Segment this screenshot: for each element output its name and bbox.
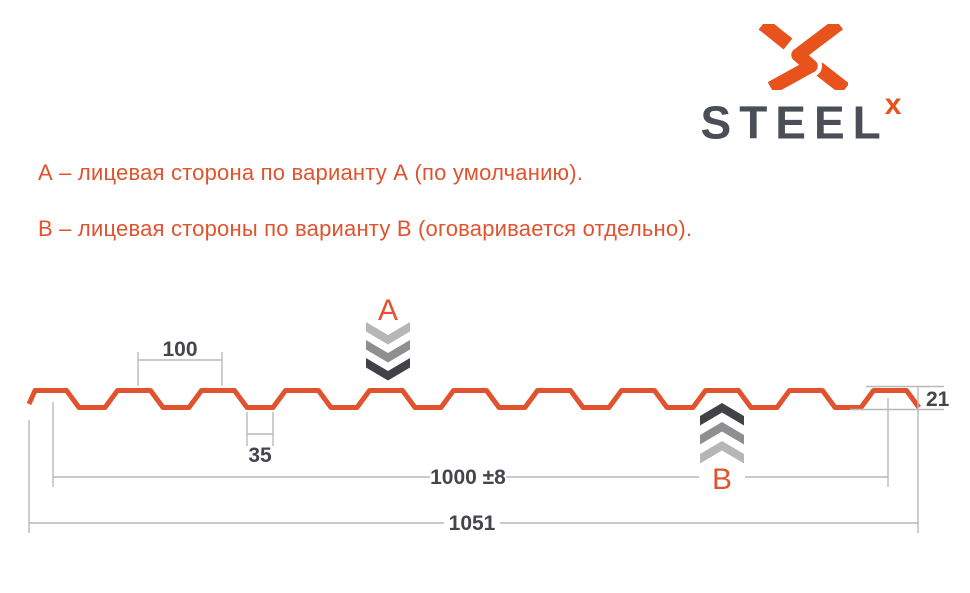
note-variant-b: В – лицевая стороны по варианту В (огова…	[38, 216, 693, 241]
dim-working-width-value: 1000 ±8	[430, 466, 506, 489]
note-variant-a: А – лицевая сторона по варианту А (по ум…	[38, 160, 584, 185]
profile-sheet-outline	[26, 388, 922, 410]
chevron-up-icon	[700, 441, 744, 464]
logo-mark-icon	[758, 24, 848, 90]
profile-drawing: 100 35 21 1000 ±8 1051 A	[26, 294, 950, 535]
marker-face-b: B	[700, 403, 744, 496]
chevron-down-icon	[366, 358, 410, 381]
chevron-down-icon	[366, 340, 410, 363]
brand-wordmark: STEELx	[698, 90, 908, 149]
brand-superscript-x: x	[884, 88, 902, 121]
dim-overall-width-value: 1051	[449, 512, 496, 535]
dim-rib-pitch-value: 100	[162, 338, 197, 361]
chevron-down-icon	[366, 322, 410, 345]
marker-a-label: A	[378, 294, 398, 327]
dim-height-value: 21	[926, 388, 950, 411]
logo-bottom-right-arm	[813, 62, 848, 90]
logo-top-left-arm	[758, 24, 793, 50]
chevron-up-icon	[700, 422, 744, 445]
logo: STEELx	[698, 24, 908, 145]
dim-rib-pitch: 100	[137, 338, 223, 386]
marker-face-a: A	[366, 294, 410, 381]
logo-s-stroke	[767, 24, 844, 90]
dim-working-width: 1000 ±8	[52, 398, 889, 489]
dim-rib-base-value: 35	[248, 444, 272, 467]
marker-b-label: B	[712, 463, 732, 496]
dim-profile-height: 21	[850, 385, 950, 411]
brand-name: STEEL	[700, 96, 889, 149]
dim-rib-base-width: 35	[246, 412, 274, 467]
chevron-up-icon	[700, 403, 744, 426]
dim-overall-width: 1051	[28, 409, 919, 535]
